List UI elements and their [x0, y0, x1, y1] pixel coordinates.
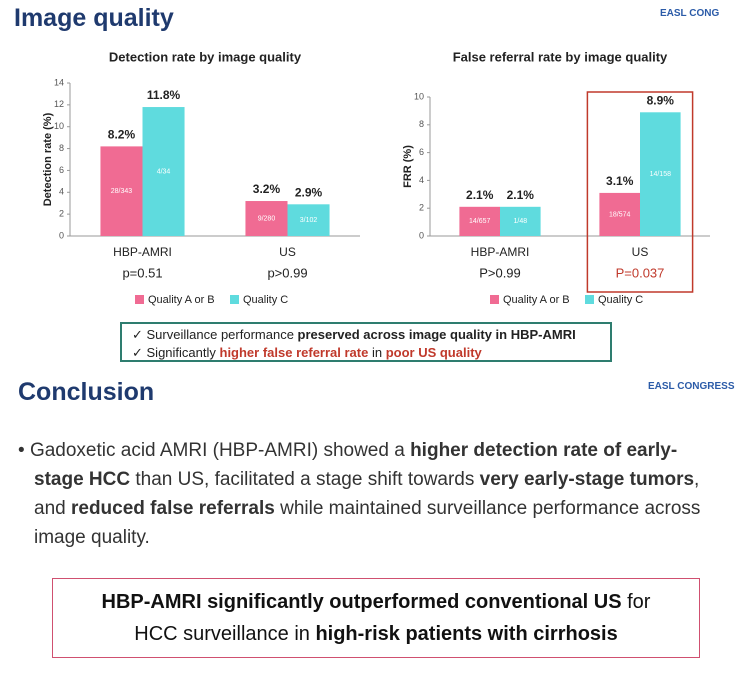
- conclusion-box: HBP-AMRI significantly outperformed conv…: [52, 578, 700, 658]
- charts: Detection rate by image quality Detection…: [42, 49, 710, 306]
- text-run: than US, facilitated a stage shift towar…: [130, 469, 480, 490]
- slide-title: Image quality: [14, 4, 174, 32]
- y-tick-label: 0: [419, 230, 424, 240]
- x-tick-label: HBP-AMRI: [471, 245, 530, 259]
- text-run: reduced false referrals: [70, 498, 275, 519]
- y-tick-label: 10: [414, 91, 424, 101]
- value-label: 2.9%: [295, 185, 323, 199]
- y-tick-label: 0: [59, 230, 64, 240]
- bar: [287, 204, 330, 236]
- text-run: for HCC surveillance in: [134, 591, 651, 645]
- y-tick-label: 4: [419, 175, 424, 185]
- text-run: very early-stage tumors: [479, 469, 695, 490]
- text-run: Gadoxetic acid AMRI (HBP-AMRI) showed a: [29, 440, 411, 461]
- count-label: 9/280: [258, 215, 276, 222]
- bar: [640, 112, 681, 236]
- check-line: ✓ Significantly higher false referral ra…: [132, 344, 610, 362]
- y-tick-label: 10: [54, 121, 64, 131]
- legend-label: Quality C: [598, 294, 643, 306]
- chart-title: Detection rate by image quality: [109, 49, 302, 64]
- y-tick-label: 6: [419, 147, 424, 157]
- count-label: 18/574: [609, 211, 631, 218]
- x-tick-label: US: [279, 245, 296, 259]
- y-axis-label: FRR (%): [402, 145, 414, 188]
- legend-swatch: [135, 295, 144, 304]
- text-run: while maintained surveillance performanc…: [34, 498, 701, 548]
- value-label: 11.8%: [147, 88, 181, 102]
- text-run: higher false referral rate: [219, 345, 369, 360]
- y-tick-label: 2: [59, 209, 64, 219]
- logo: EASL CONGRESS: [648, 381, 735, 392]
- text-run: in: [368, 345, 386, 360]
- count-label: 4/34: [157, 168, 171, 175]
- bar: [142, 107, 185, 237]
- text-run: high-risk patients with cirrhosis: [315, 623, 618, 645]
- value-label: 8.9%: [647, 93, 675, 107]
- check-mark: ✓: [132, 345, 147, 360]
- text-run: higher detection rate of early-stage HCC: [34, 440, 678, 490]
- text-run: preserved across image quality in HBP-AM…: [297, 327, 576, 342]
- text-run: Surveillance performance: [146, 327, 298, 342]
- legend-swatch: [585, 295, 594, 304]
- bar: [245, 201, 288, 236]
- p-value: p>0.99: [267, 265, 307, 280]
- count-label: 3/102: [300, 217, 318, 224]
- value-label: 2.1%: [466, 188, 494, 202]
- legend-swatch: [230, 295, 239, 304]
- text-run: HBP-AMRI significantly outperformed conv…: [101, 591, 622, 613]
- bar: [500, 206, 541, 236]
- bar: [100, 146, 143, 236]
- p-value: P>0.99: [479, 265, 521, 280]
- value-label: 3.2%: [253, 182, 281, 196]
- y-tick-label: 2: [419, 203, 424, 213]
- count-label: 14/657: [469, 218, 491, 225]
- bullet: • Gadoxetic acid AMRI (HBP-AMRI) showed …: [18, 436, 723, 552]
- y-axis-label: Detection rate (%): [42, 112, 54, 206]
- p-value: p=0.51: [122, 265, 162, 280]
- y-tick-label: 14: [54, 77, 64, 87]
- conclusion-title: Conclusion: [18, 378, 155, 406]
- check-line: ✓ Surveillance performance preserved acr…: [132, 326, 610, 344]
- value-label: 8.2%: [108, 128, 136, 142]
- y-tick-label: 8: [59, 143, 64, 153]
- x-tick-label: US: [632, 245, 649, 259]
- highlight-box: [586, 91, 694, 293]
- text-run: poor US quality: [385, 345, 482, 360]
- legend-label: Quality C: [243, 294, 288, 306]
- p-value: P=0.037: [616, 265, 665, 280]
- value-label: 3.1%: [606, 174, 634, 188]
- legend-swatch: [490, 295, 499, 304]
- text-run: Significantly: [146, 345, 220, 360]
- logo: EASL CONG: [660, 8, 720, 19]
- y-tick-label: 6: [59, 165, 64, 175]
- count-label: 28/343: [111, 188, 133, 195]
- bar: [599, 192, 640, 236]
- y-tick-label: 8: [419, 119, 424, 129]
- chart-title: False referral rate by image quality: [453, 49, 668, 64]
- x-tick-label: HBP-AMRI: [113, 245, 172, 259]
- check-mark: ✓: [132, 327, 147, 342]
- count-label: 1/48: [513, 218, 527, 225]
- count-label: 14/158: [650, 171, 672, 178]
- check-box: ✓ Surveillance performance preserved acr…: [120, 322, 612, 362]
- bar: [459, 206, 500, 236]
- legend-label: Quality A or B: [503, 294, 570, 306]
- legend-label: Quality A or B: [148, 294, 215, 306]
- text-run: , and: [34, 469, 700, 519]
- value-label: 2.1%: [507, 188, 535, 202]
- y-tick-label: 4: [59, 187, 64, 197]
- bullet-dot: •: [18, 440, 30, 461]
- y-tick-label: 12: [54, 99, 64, 109]
